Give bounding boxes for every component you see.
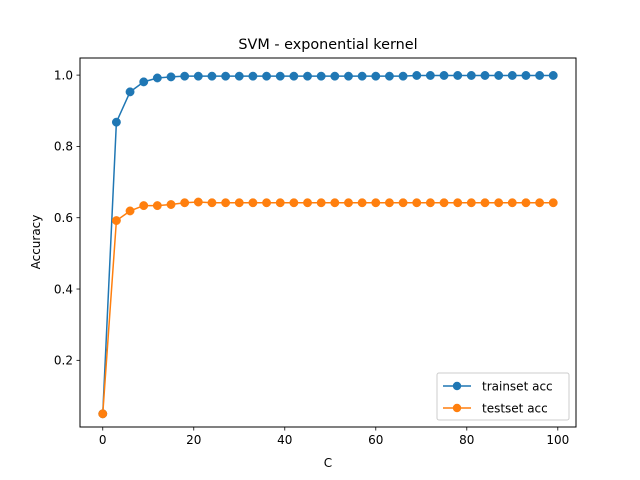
data-point-testset-acc — [548, 198, 558, 208]
x-tick-label: 80 — [459, 433, 474, 447]
data-point-testset-acc — [439, 198, 449, 208]
data-point-trainset-acc — [466, 71, 476, 80]
data-point-testset-acc — [494, 198, 504, 208]
data-point-testset-acc — [248, 198, 258, 208]
data-point-testset-acc — [289, 198, 299, 208]
data-point-testset-acc — [207, 198, 217, 208]
data-point-testset-acc — [180, 198, 190, 208]
data-point-trainset-acc — [439, 71, 449, 80]
data-point-testset-acc — [398, 198, 408, 208]
y-tick-label: 0.2 — [54, 354, 73, 368]
data-point-trainset-acc — [507, 71, 517, 80]
data-point-trainset-acc — [494, 71, 504, 80]
data-point-testset-acc — [521, 198, 531, 208]
x-axis: 0 20 40 60 80 100 — [99, 427, 569, 447]
data-point-testset-acc — [330, 198, 340, 208]
data-point-trainset-acc — [453, 71, 463, 80]
x-tick-label: 100 — [546, 433, 569, 447]
data-point-trainset-acc — [207, 71, 217, 81]
data-point-trainset-acc — [425, 71, 435, 80]
data-point-testset-acc — [480, 198, 490, 208]
data-point-testset-acc — [125, 206, 135, 216]
data-point-testset-acc — [262, 198, 272, 208]
data-point-trainset-acc — [535, 71, 545, 80]
data-point-testset-acc — [453, 198, 463, 208]
chart-title: SVM - exponential kernel — [238, 37, 417, 53]
data-point-testset-acc — [166, 200, 176, 209]
data-point-testset-acc — [466, 198, 476, 208]
y-tick-label: 0.6 — [54, 211, 73, 225]
x-axis-label: C — [324, 456, 332, 470]
data-point-testset-acc — [139, 201, 149, 211]
legend: trainset acc testset acc — [436, 372, 570, 421]
data-point-trainset-acc — [152, 73, 162, 83]
data-point-testset-acc — [303, 198, 312, 208]
data-point-trainset-acc — [330, 71, 340, 81]
data-point-testset-acc — [425, 198, 435, 208]
y-tick-label: 0.4 — [54, 282, 73, 296]
data-point-trainset-acc — [262, 71, 272, 81]
data-point-trainset-acc — [412, 71, 422, 80]
x-tick-label: 60 — [368, 433, 383, 447]
data-point-testset-acc — [98, 409, 108, 419]
data-point-trainset-acc — [480, 71, 490, 80]
data-point-testset-acc — [535, 198, 545, 208]
data-point-trainset-acc — [289, 71, 299, 81]
x-tick-label: 40 — [277, 433, 292, 447]
y-tick-label: 1.0 — [54, 68, 73, 82]
data-point-testset-acc — [193, 197, 203, 207]
x-tick-label: 0 — [99, 433, 107, 447]
data-point-testset-acc — [221, 198, 231, 208]
series-layer — [98, 71, 558, 419]
plot-frame — [79, 57, 577, 428]
legend-marker-trainset-acc — [452, 381, 462, 391]
data-point-testset-acc — [412, 198, 422, 208]
series-line-trainset-acc — [102, 74, 554, 414]
data-point-testset-acc — [507, 198, 517, 208]
legend-label: trainset acc — [482, 379, 553, 393]
data-point-trainset-acc — [548, 71, 558, 80]
data-point-trainset-acc — [166, 72, 176, 82]
data-point-trainset-acc — [357, 71, 367, 81]
legend-label: testset acc — [482, 401, 548, 415]
data-point-testset-acc — [152, 201, 162, 211]
data-point-trainset-acc — [344, 71, 353, 81]
data-point-trainset-acc — [303, 71, 312, 81]
data-point-trainset-acc — [371, 71, 381, 81]
x-tick-label: 20 — [186, 433, 201, 447]
data-point-trainset-acc — [180, 71, 190, 81]
data-point-testset-acc — [234, 198, 244, 208]
data-point-trainset-acc — [316, 71, 326, 81]
data-point-testset-acc — [344, 198, 353, 208]
data-point-trainset-acc — [111, 117, 121, 127]
data-point-testset-acc — [275, 198, 285, 208]
data-point-testset-acc — [384, 198, 394, 208]
data-point-testset-acc — [357, 198, 367, 208]
data-point-trainset-acc — [398, 71, 408, 81]
y-axis-label: Accuracy — [29, 215, 43, 270]
series-line-testset-acc — [102, 201, 554, 414]
data-point-trainset-acc — [221, 71, 231, 81]
data-point-trainset-acc — [275, 71, 285, 81]
data-point-trainset-acc — [248, 71, 258, 81]
data-point-trainset-acc — [521, 71, 531, 80]
data-point-trainset-acc — [125, 87, 135, 97]
data-point-trainset-acc — [234, 71, 244, 81]
y-axis: 0.2 0.4 0.6 0.8 1.0 — [54, 68, 80, 368]
data-point-trainset-acc — [384, 71, 394, 81]
data-point-testset-acc — [371, 198, 381, 208]
data-point-testset-acc — [316, 198, 326, 208]
legend-marker-testset-acc — [452, 403, 462, 413]
y-tick-label: 0.8 — [54, 140, 73, 154]
data-point-testset-acc — [111, 216, 121, 226]
data-point-trainset-acc — [139, 77, 149, 87]
data-point-trainset-acc — [193, 71, 203, 81]
